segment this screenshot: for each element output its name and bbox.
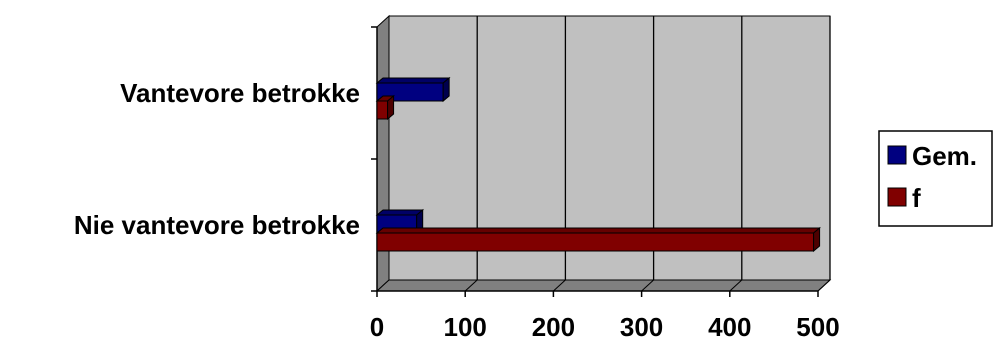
bar-front — [376, 100, 389, 120]
plot-floor — [375, 279, 832, 292]
floor-gridline-300 — [641, 279, 654, 292]
category-label: Nie vantevore betrokke — [74, 210, 360, 240]
bars — [375, 76, 821, 253]
bar-top-face — [375, 227, 821, 234]
legend-label-f: f — [912, 183, 921, 213]
legend-swatch-f — [887, 187, 907, 207]
labels: 0 100 200 300 400 500 Vantevore betrokke Nie va… — [74, 78, 840, 342]
bar-side-face — [442, 76, 450, 103]
category-label: Vantevore betrokke — [120, 78, 360, 108]
legend-swatch-Gem. — [887, 145, 907, 165]
x-tick-label-200: 200 — [532, 312, 575, 342]
bar-top-face — [375, 209, 425, 216]
legend: Gem. f — [878, 130, 993, 227]
floor-gridline-400 — [729, 279, 743, 292]
bar-f-1 — [375, 226, 821, 253]
x-tick-label-300: 300 — [620, 312, 663, 342]
x-tick-label-500: 500 — [796, 312, 839, 342]
bar-front — [376, 232, 815, 252]
x-tick-label-400: 400 — [708, 312, 751, 342]
bar-side-face — [387, 94, 395, 121]
floor-gridline-200 — [553, 279, 566, 292]
bar-side-face — [813, 226, 821, 253]
legend-label-Gem.: Gem. — [912, 141, 977, 171]
bar-f-0 — [375, 94, 395, 121]
floor-gridline-500 — [817, 279, 831, 292]
bar-top-face — [375, 77, 451, 84]
floor-gridline-100 — [464, 279, 478, 292]
x-tick-label-0: 0 — [370, 312, 384, 342]
x-tick-label-100: 100 — [444, 312, 487, 342]
